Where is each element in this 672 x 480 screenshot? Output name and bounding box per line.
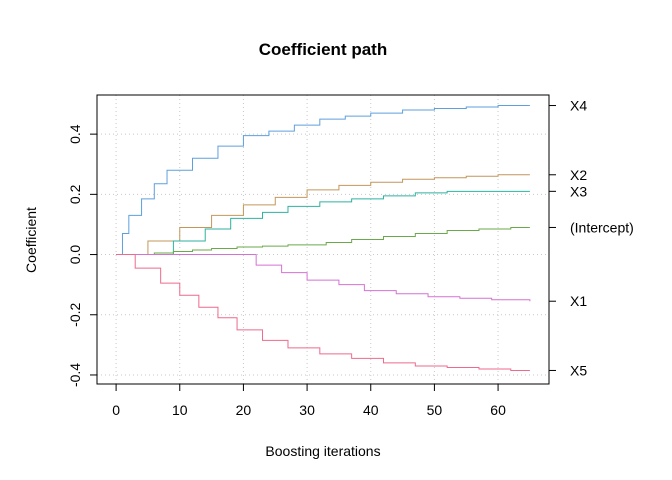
y-tick-label-1: -0.2 <box>67 302 83 326</box>
series-label-2: X3 <box>570 183 587 199</box>
grid-lines <box>97 95 549 384</box>
y-tick-label-4: 0.4 <box>67 124 83 144</box>
y-axis: -0.4 -0.2 0.0 0.2 0.4 <box>67 124 98 387</box>
series-label-5: X5 <box>570 362 587 378</box>
x-tick-label-1: 10 <box>172 402 188 418</box>
x-axis-label: Boosting iterations <box>265 443 380 459</box>
y-tick-label-0: -0.4 <box>67 363 83 387</box>
x-axis: 0 10 20 30 40 50 60 <box>112 383 506 418</box>
x-tick-label-5: 50 <box>427 402 443 418</box>
series-line-3 <box>116 226 530 256</box>
series-line-5 <box>116 254 530 371</box>
series-label-0: X4 <box>570 98 587 114</box>
y-tick-label-2: 0.0 <box>67 245 83 265</box>
series-label-3: (Intercept) <box>570 219 634 235</box>
series-line-1 <box>116 174 530 256</box>
series-lines <box>116 105 531 371</box>
x-tick-label-3: 30 <box>299 402 315 418</box>
plot-frame <box>96 94 550 385</box>
series-label-4: X1 <box>570 293 587 309</box>
chart-title: Coefficient path <box>259 40 387 59</box>
series-label-1: X2 <box>570 167 587 183</box>
series-line-0 <box>116 105 530 256</box>
y-tick-label-3: 0.2 <box>67 184 83 204</box>
x-tick-label-2: 20 <box>236 402 252 418</box>
x-tick-label-0: 0 <box>112 402 120 418</box>
x-tick-label-6: 60 <box>490 402 506 418</box>
y-axis-label: Coefficient <box>23 207 39 273</box>
series-line-2 <box>116 190 530 256</box>
x-tick-label-4: 40 <box>363 402 379 418</box>
series-line-4 <box>116 254 531 302</box>
